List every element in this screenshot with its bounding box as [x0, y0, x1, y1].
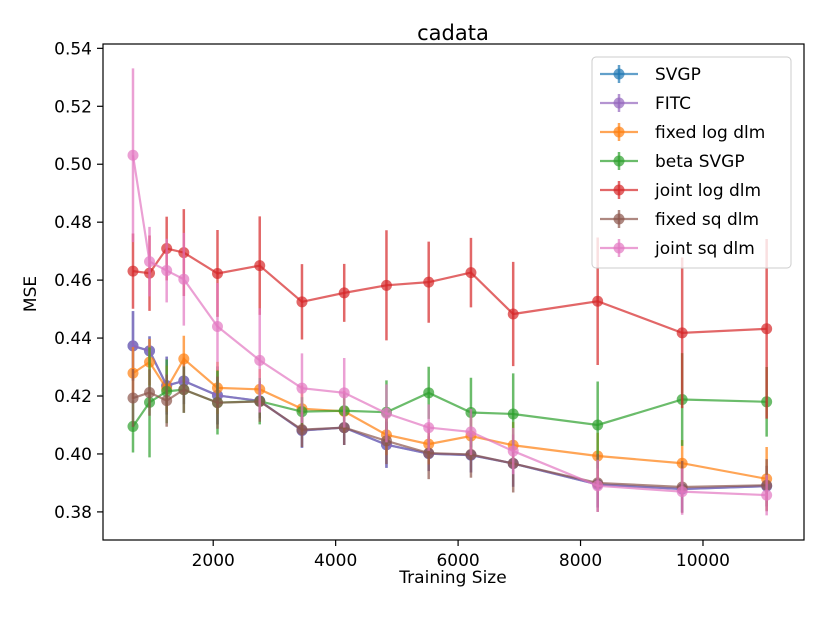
data-point [144, 256, 156, 268]
axes: 2000 4000 6000 8000 10000 0.38 0.40 0.42 0.44 0.4… [54, 39, 805, 571]
data-point [676, 327, 688, 339]
x-tick-label: 6000 [436, 551, 479, 571]
data-point [161, 265, 173, 277]
legend-label: SVGP [655, 65, 701, 85]
y-axis-label: MSE [21, 276, 41, 312]
legend-item: SVGP [600, 65, 701, 85]
legend-marker [613, 184, 625, 196]
data-point [592, 295, 604, 307]
legend-item: joint log dlm [600, 181, 761, 201]
legend-marker [613, 155, 625, 167]
legend-label: fixed log dlm [655, 123, 765, 143]
data-point [296, 382, 308, 394]
data-point [761, 489, 773, 501]
data-point [254, 354, 266, 366]
data-point [761, 323, 773, 335]
data-point [178, 384, 190, 396]
y-tick-label: 0.42 [54, 387, 92, 407]
data-point [465, 426, 477, 438]
data-point [592, 480, 604, 492]
y-tick-label: 0.38 [54, 503, 92, 523]
data-point [178, 273, 190, 285]
data-point [380, 407, 392, 419]
data-point [338, 387, 350, 399]
y-tick-label: 0.44 [54, 329, 92, 349]
data-point [676, 486, 688, 498]
data-point [423, 447, 435, 459]
y-tick-label: 0.50 [54, 155, 92, 175]
legend-label: joint log dlm [654, 181, 761, 201]
data-point [592, 419, 604, 431]
legend-box [591, 56, 792, 269]
legend: SVGP FITC fixed log dlm beta SVGP joint log … [591, 56, 792, 269]
data-point [254, 260, 266, 272]
plot-area [127, 68, 773, 516]
x-tick-label: 2000 [192, 551, 235, 571]
data-point [127, 392, 139, 404]
legend-item: joint sq dlm [600, 239, 755, 259]
data-point [465, 267, 477, 279]
legend-marker [613, 68, 625, 80]
data-point [127, 149, 139, 161]
data-point [380, 279, 392, 291]
data-point [423, 422, 435, 434]
legend-item: FITC [600, 94, 691, 114]
legend-label: joint sq dlm [654, 239, 755, 259]
y-tick-label: 0.46 [54, 271, 92, 291]
y-tick-label: 0.40 [54, 445, 92, 465]
data-point [211, 320, 223, 332]
data-point [423, 276, 435, 288]
data-point [423, 387, 435, 399]
data-point [211, 267, 223, 279]
data-point [507, 408, 519, 420]
data-point [338, 287, 350, 299]
data-point [296, 296, 308, 308]
data-point [507, 445, 519, 457]
legend-label: FITC [655, 94, 691, 114]
data-point [144, 387, 156, 399]
legend-marker [613, 242, 625, 254]
x-tick-label: 8000 [559, 551, 602, 571]
y-tick-label: 0.52 [54, 97, 92, 117]
legend-marker [613, 97, 625, 109]
legend-item: fixed sq dlm [600, 210, 759, 230]
legend-label: fixed sq dlm [655, 210, 759, 230]
data-point [127, 340, 139, 352]
data-point [507, 308, 519, 320]
data-point [127, 265, 139, 277]
legend-marker [613, 126, 625, 138]
data-point [296, 424, 308, 436]
data-point [178, 353, 190, 365]
series-6 [127, 68, 773, 516]
x-axis-label: Training Size [398, 568, 506, 588]
y-tick-label: 0.48 [54, 213, 92, 233]
legend-item: fixed log dlm [600, 123, 765, 143]
data-point [161, 395, 173, 407]
chart-title: cadata [417, 21, 489, 45]
legend-marker [613, 213, 625, 225]
x-tick-label: 10000 [676, 551, 730, 571]
y-tick-label: 0.54 [54, 39, 92, 59]
legend-label: beta SVGP [655, 152, 745, 172]
data-point [211, 397, 223, 409]
axes-frame [102, 43, 805, 541]
x-tick-label: 4000 [314, 551, 357, 571]
legend-item: beta SVGP [600, 152, 745, 172]
